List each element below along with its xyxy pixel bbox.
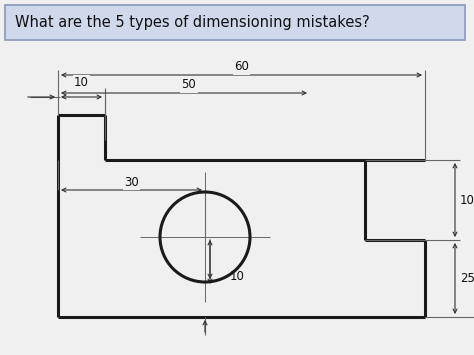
- Text: 10: 10: [230, 271, 245, 284]
- Text: 25: 25: [460, 272, 474, 285]
- FancyBboxPatch shape: [5, 5, 465, 40]
- Text: 10: 10: [74, 76, 89, 89]
- Text: 50: 50: [182, 78, 196, 92]
- Text: 30: 30: [124, 175, 139, 189]
- Text: What are the 5 types of dimensioning mistakes?: What are the 5 types of dimensioning mis…: [15, 16, 370, 31]
- Text: 60: 60: [234, 60, 249, 73]
- Text: 10: 10: [460, 193, 474, 207]
